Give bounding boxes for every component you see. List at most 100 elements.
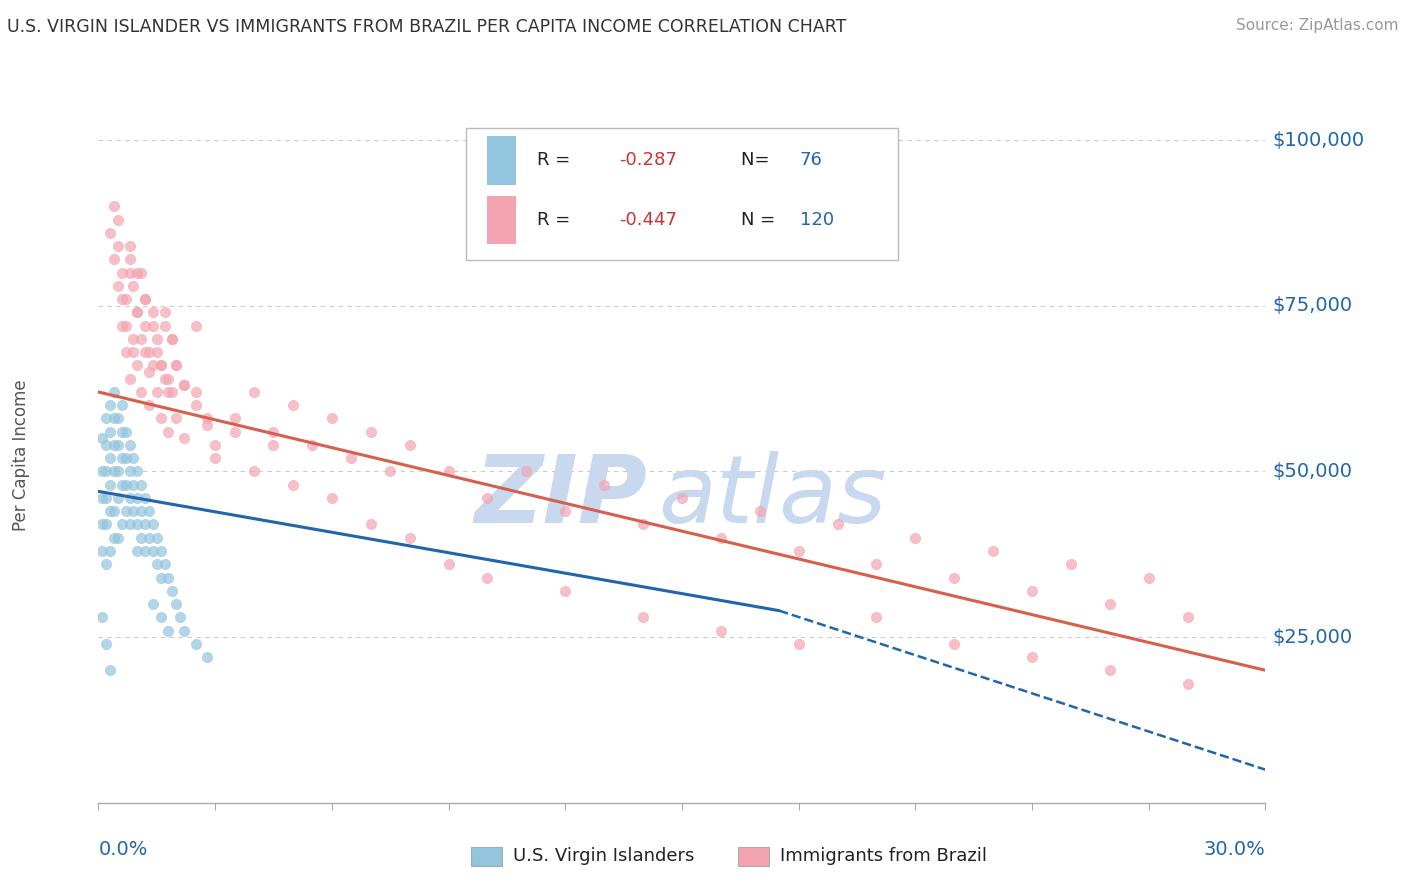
- Point: [173, 378, 195, 392]
- Text: N =: N =: [741, 211, 776, 229]
- Point: [195, 411, 218, 425]
- FancyBboxPatch shape: [486, 136, 516, 185]
- Point: [107, 279, 129, 293]
- Point: [162, 332, 184, 346]
- Point: [904, 531, 927, 545]
- Point: [1021, 650, 1043, 665]
- Point: [710, 624, 733, 638]
- Point: [142, 544, 165, 558]
- Point: [710, 531, 733, 545]
- Point: [165, 359, 187, 373]
- Point: [107, 491, 129, 505]
- Point: [91, 465, 114, 479]
- Point: [149, 544, 172, 558]
- Point: [827, 517, 849, 532]
- Point: [378, 465, 402, 479]
- Point: [157, 624, 180, 638]
- Point: [321, 491, 343, 505]
- Point: [118, 239, 141, 253]
- Point: [340, 451, 363, 466]
- Point: [142, 597, 165, 611]
- Point: [138, 365, 160, 379]
- Point: [118, 372, 141, 386]
- Text: -0.287: -0.287: [619, 152, 676, 169]
- Point: [204, 438, 226, 452]
- Point: [129, 332, 152, 346]
- Point: [262, 438, 284, 452]
- Point: [107, 438, 129, 452]
- Point: [91, 491, 114, 505]
- Point: [1098, 663, 1121, 677]
- Point: [107, 239, 129, 253]
- Point: [91, 517, 114, 532]
- Point: [1021, 583, 1043, 598]
- Point: [114, 504, 136, 518]
- Point: [169, 610, 191, 624]
- Point: [103, 504, 125, 518]
- FancyBboxPatch shape: [465, 128, 898, 260]
- Point: [111, 477, 134, 491]
- Point: [515, 465, 537, 479]
- Point: [243, 465, 266, 479]
- Point: [134, 517, 156, 532]
- Point: [114, 451, 136, 466]
- Point: [114, 345, 136, 359]
- Point: [153, 305, 176, 319]
- Point: [153, 318, 176, 333]
- Text: 76: 76: [800, 152, 823, 169]
- Point: [103, 465, 125, 479]
- Point: [165, 359, 187, 373]
- Point: [631, 517, 654, 532]
- Point: [111, 451, 134, 466]
- Point: [1098, 597, 1121, 611]
- Point: [96, 438, 118, 452]
- Point: [107, 531, 129, 545]
- Point: [477, 570, 499, 584]
- Point: [127, 266, 149, 280]
- Point: [787, 544, 810, 558]
- Point: [138, 504, 160, 518]
- Point: [118, 517, 141, 532]
- Point: [943, 637, 966, 651]
- Point: [127, 465, 149, 479]
- Point: [153, 372, 176, 386]
- Point: [122, 279, 145, 293]
- Point: [142, 318, 165, 333]
- Point: [134, 544, 156, 558]
- Point: [96, 517, 118, 532]
- Point: [184, 637, 207, 651]
- Text: R =: R =: [537, 152, 576, 169]
- Point: [103, 438, 125, 452]
- Point: [122, 477, 145, 491]
- Text: ZIP: ZIP: [474, 450, 647, 542]
- Point: [437, 558, 460, 572]
- Point: [1137, 570, 1160, 584]
- Point: [103, 384, 125, 399]
- Text: Immigrants from Brazil: Immigrants from Brazil: [780, 847, 987, 865]
- Point: [107, 212, 129, 227]
- Point: [118, 465, 141, 479]
- Point: [184, 318, 207, 333]
- Point: [224, 425, 246, 439]
- Point: [146, 384, 169, 399]
- Point: [157, 570, 180, 584]
- Point: [981, 544, 1004, 558]
- Point: [865, 610, 887, 624]
- Point: [107, 465, 129, 479]
- Point: [671, 491, 693, 505]
- Point: [127, 305, 149, 319]
- Text: Source: ZipAtlas.com: Source: ZipAtlas.com: [1236, 18, 1399, 33]
- Point: [142, 359, 165, 373]
- Text: R =: R =: [537, 211, 576, 229]
- Text: U.S. VIRGIN ISLANDER VS IMMIGRANTS FROM BRAZIL PER CAPITA INCOME CORRELATION CHA: U.S. VIRGIN ISLANDER VS IMMIGRANTS FROM …: [7, 18, 846, 36]
- Point: [146, 531, 169, 545]
- Text: 120: 120: [800, 211, 834, 229]
- Point: [554, 504, 576, 518]
- Point: [91, 544, 114, 558]
- Point: [1060, 558, 1083, 572]
- Point: [98, 477, 121, 491]
- Point: [134, 345, 156, 359]
- Text: Per Capita Income: Per Capita Income: [13, 379, 30, 531]
- Point: [157, 425, 180, 439]
- Point: [118, 252, 141, 267]
